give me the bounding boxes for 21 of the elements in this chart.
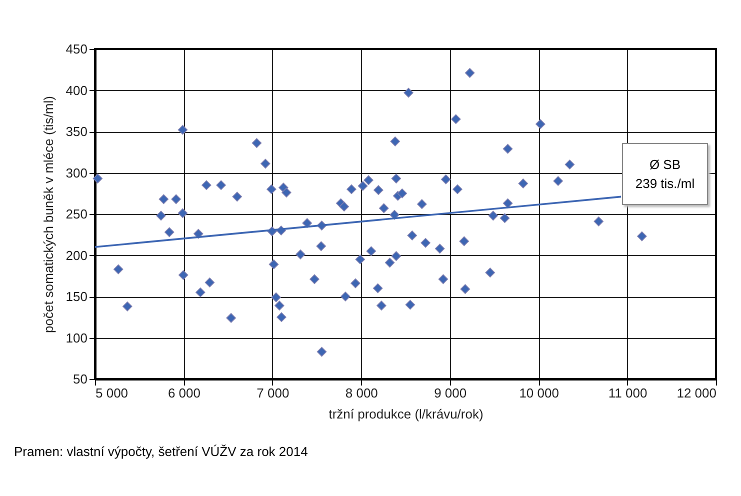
x-tick-label: 8 000 [345, 386, 378, 400]
y-tick-label: 300 [66, 165, 88, 180]
x-tick-label: 7 000 [256, 386, 290, 400]
y-tick-label: 450 [66, 42, 88, 56]
x-tick-label: 9 000 [434, 386, 467, 400]
y-tick-label: 50 [73, 372, 88, 386]
y-tick-label: 350 [66, 124, 88, 139]
x-tick-label: 11 000 [608, 386, 648, 400]
y-tick-label: 150 [66, 289, 88, 304]
y-tick-label: 250 [66, 206, 88, 222]
y-axis-title: počet somatických buněk v mléce (tis/ml) [40, 96, 56, 333]
y-tick-label: 200 [66, 248, 88, 263]
x-axis-title: tržní produkce (l/krávu/rok) [328, 406, 484, 422]
y-tick-label: 100 [66, 330, 88, 346]
text: Pramen: vlastní výpočty, šetření VÚŽV za rok 2014 [14, 444, 308, 459]
x-tick-label: 12 000 [676, 386, 716, 400]
x-tick-label: 6 000 [168, 386, 200, 400]
x-tick-label: 5 000 [96, 386, 128, 400]
y-tick-label: 400 [66, 82, 88, 98]
annotation: Ø SB 239 tis./ml [622, 143, 708, 205]
x-tick-label: 10 000 [519, 386, 559, 400]
